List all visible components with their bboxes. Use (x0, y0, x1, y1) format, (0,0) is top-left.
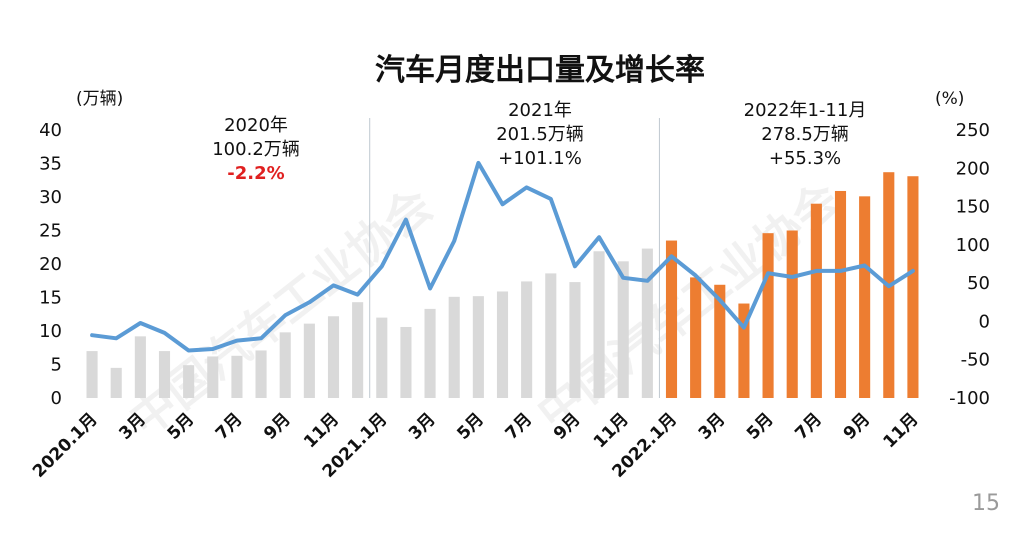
y-right-tick-label: 250 (956, 120, 990, 141)
annotation-2022-volume: 278.5万辆 (761, 124, 849, 145)
export-volume-bars (86, 172, 919, 398)
annotation-2021-volume: 201.5万辆 (496, 124, 584, 145)
x-tick-label: 11月 (590, 409, 633, 452)
export-volume-bar (86, 351, 98, 398)
x-tick-label: 7月 (502, 409, 537, 444)
y-right-tick-label: -50 (961, 350, 990, 371)
x-tick-label: 7月 (212, 409, 247, 444)
y-right-tick-label: 200 (956, 158, 990, 179)
x-tick-label: 9月 (840, 409, 875, 444)
export-volume-bar (545, 273, 557, 398)
y-left-tick-label: 40 (39, 120, 62, 141)
annotation-2021-year: 2021年 (508, 100, 572, 121)
export-volume-bar (593, 251, 605, 398)
watermark-text-1: 中国汽车工业协会 (119, 178, 442, 447)
y-left-tick-label: 30 (39, 187, 62, 208)
annotation-2020-volume: 100.2万辆 (212, 139, 300, 160)
y-left-tick-label: 15 (39, 288, 62, 309)
export-volume-bar (714, 284, 726, 398)
annotation-2021: 2021年 201.5万辆 +101.1% (496, 100, 584, 169)
annotation-2022-year: 2022年1-11月 (744, 100, 867, 121)
export-volume-bar (810, 203, 822, 398)
export-volume-bar (158, 351, 171, 398)
export-volume-bar (110, 367, 122, 398)
export-volume-bar (786, 230, 798, 398)
x-tick-label: 11月 (880, 409, 923, 452)
export-volume-bar (352, 302, 364, 398)
annotation-2022-growth: +55.3% (769, 148, 841, 169)
y-left-tick-label: 35 (39, 154, 62, 175)
export-volume-bar (327, 316, 340, 398)
y-right-tick-label: 50 (967, 273, 990, 294)
annotation-2020: 2020年 100.2万辆 -2.2% (212, 115, 300, 184)
x-tick-label: 3月 (405, 409, 440, 444)
y-left-axis: 0 5 10 15 20 25 30 35 40 (39, 120, 62, 409)
export-volume-bar (303, 323, 315, 398)
export-volume-bar (472, 296, 484, 398)
export-volume-bar (859, 196, 871, 398)
export-volume-bar (641, 248, 653, 398)
export-volume-bar (834, 190, 847, 398)
export-volume-bar (424, 308, 436, 398)
annotation-2020-year: 2020年 (224, 115, 288, 136)
export-volume-bar (496, 291, 509, 398)
y-right-axis: -100 -50 0 50 100 150 200 250 (949, 120, 990, 409)
y-right-unit: (%) (935, 89, 964, 109)
y-left-tick-label: 0 (51, 388, 62, 409)
export-volume-bar (690, 277, 702, 398)
export-volume-bar (255, 350, 267, 398)
y-right-tick-label: 100 (956, 235, 990, 256)
growth-rate-series-line (90, 160, 915, 353)
y-left-tick-label: 5 (51, 355, 62, 376)
export-volume-bar (400, 326, 412, 398)
export-volume-bar (231, 355, 243, 398)
export-volume-bar (376, 317, 388, 398)
export-volume-bar (207, 356, 219, 398)
y-right-tick-label: 0 (979, 311, 990, 332)
x-tick-label: 7月 (791, 409, 826, 444)
y-left-unit: (万辆) (76, 89, 123, 109)
x-tick-label: 5月 (453, 409, 488, 444)
y-right-tick-label: -100 (949, 388, 990, 409)
chart-title: 汽车月度出口量及增长率 (375, 53, 705, 88)
export-volume-bar (569, 282, 581, 398)
export-volume-bar (665, 240, 678, 398)
x-tick-label: 5月 (743, 409, 778, 444)
annotation-2021-growth: +101.1% (498, 148, 582, 169)
annotation-2022: 2022年1-11月 278.5万辆 +55.3% (744, 100, 867, 169)
annotation-2020-growth: -2.2% (227, 163, 284, 184)
page-number: 15 (972, 491, 1000, 516)
export-volume-bar (134, 336, 146, 398)
export-volume-bar (183, 365, 195, 398)
y-right-tick-label: 150 (956, 197, 990, 218)
export-volume-bar (448, 296, 460, 398)
export-volume-bar (738, 303, 750, 398)
export-volume-bar (762, 233, 774, 398)
growth-rate-line (90, 160, 915, 353)
x-tick-label: 2020.1月 (29, 409, 102, 482)
export-volume-bar (907, 176, 919, 398)
y-left-tick-label: 20 (39, 254, 62, 275)
export-volume-bar (521, 281, 533, 398)
x-tick-label: 11月 (300, 409, 343, 452)
export-volume-bar (279, 332, 291, 398)
y-left-tick-label: 25 (39, 221, 62, 242)
x-tick-label: 9月 (260, 409, 295, 444)
export-volume-bar (617, 261, 629, 398)
year-dividers (369, 118, 660, 398)
y-left-tick-label: 10 (39, 321, 62, 342)
x-tick-label: 3月 (695, 409, 730, 444)
